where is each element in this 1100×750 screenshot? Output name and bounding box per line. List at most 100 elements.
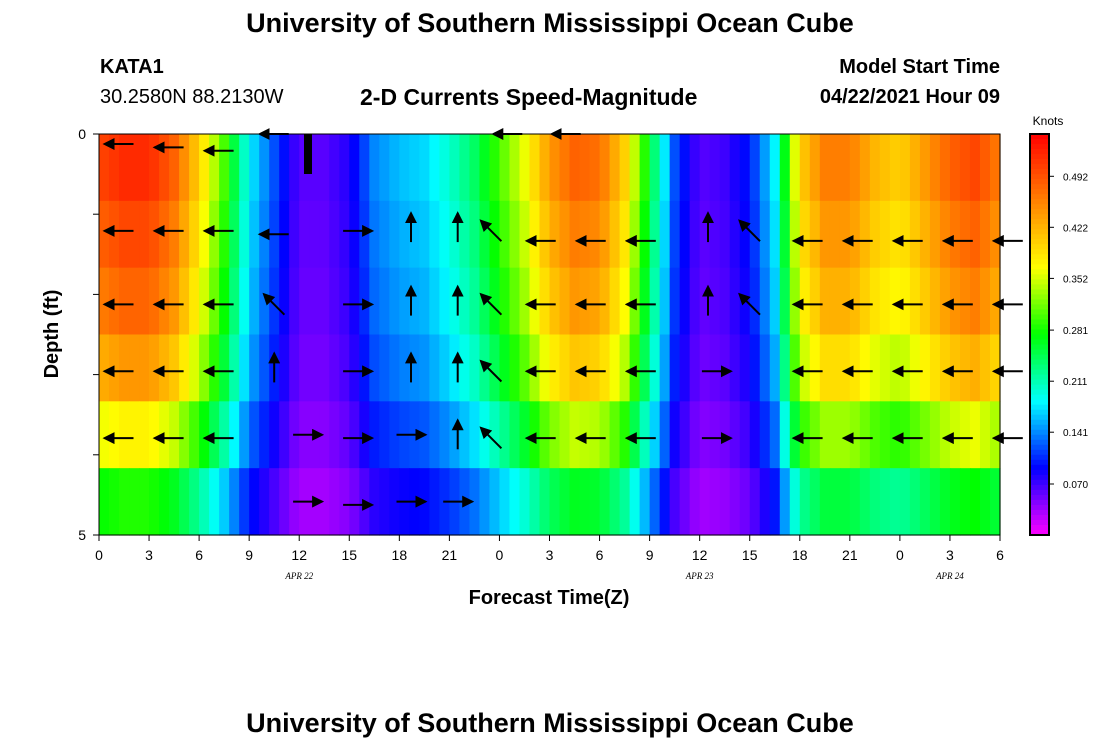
heatmap-cell	[129, 134, 140, 202]
heatmap-cell	[899, 267, 911, 336]
heatmap-cell	[99, 401, 110, 469]
heatmap-cell	[389, 134, 400, 202]
heatmap-cell	[319, 334, 330, 402]
heatmap-cell	[639, 468, 651, 536]
heatmap-cell	[789, 200, 801, 269]
heatmap-cell	[829, 468, 841, 536]
heatmap-cell	[529, 334, 541, 402]
colorbar-segment	[1030, 244, 1049, 250]
heatmap-cell	[139, 200, 150, 269]
heatmap-cell	[159, 200, 170, 269]
heatmap-cell	[969, 267, 981, 336]
heatmap-cell	[989, 401, 1001, 469]
heatmap-cell	[979, 468, 991, 536]
colorbar-segment	[1030, 214, 1049, 220]
colorbar-segment	[1030, 439, 1049, 446]
heatmap-cell	[169, 334, 180, 402]
heatmap-cell	[99, 334, 110, 402]
heatmap-cell	[809, 200, 821, 269]
heatmap-cell	[439, 334, 450, 402]
colorbar-segment	[1030, 464, 1049, 471]
heatmap-cell	[879, 134, 891, 202]
x-tick-label: 15	[742, 547, 758, 563]
heatmap-cell	[699, 134, 711, 202]
heatmap-cell	[769, 334, 781, 402]
colorbar-segment	[1030, 249, 1049, 255]
heatmap-cell	[119, 267, 130, 336]
heatmap-cell	[239, 267, 250, 336]
colorbar-segment	[1030, 499, 1049, 506]
heatmap-cell	[559, 468, 571, 536]
heatmap-cell	[899, 134, 911, 202]
colorbar-segment	[1030, 324, 1049, 331]
heatmap-cell	[529, 468, 541, 536]
heatmap-cell	[759, 134, 771, 202]
heatmap-cell	[429, 334, 440, 402]
heatmap-cell	[469, 267, 481, 336]
heatmap-cell	[879, 200, 891, 269]
heatmap-cell	[369, 401, 380, 469]
x-tick-label: 15	[341, 547, 357, 563]
heatmap-cell	[879, 267, 891, 336]
heatmap-cell	[619, 334, 631, 402]
colorbar-segment	[1030, 149, 1049, 155]
heatmap-cell	[709, 267, 721, 336]
current-vector	[479, 359, 503, 383]
speed-heatmap	[99, 134, 1001, 536]
heatmap-cell	[99, 134, 110, 202]
heatmap-cell	[309, 200, 320, 269]
heatmap-cell	[909, 401, 921, 469]
heatmap-cell	[469, 134, 481, 202]
heatmap-cell	[599, 267, 611, 336]
heatmap-cell	[239, 134, 250, 202]
heatmap-cell	[349, 401, 360, 469]
heatmap-cell	[629, 468, 641, 536]
heatmap-cell	[609, 200, 621, 269]
heatmap-cell	[669, 468, 681, 536]
heatmap-cell	[989, 468, 1001, 536]
heatmap-cell	[489, 134, 501, 202]
heatmap-cell	[279, 267, 290, 336]
heatmap-cell	[649, 267, 661, 336]
heatmap-cell	[199, 200, 210, 269]
heatmap-cell	[339, 200, 350, 269]
heatmap-cell	[709, 468, 721, 536]
heatmap-cell	[469, 401, 481, 469]
colorbar-segment	[1030, 294, 1049, 301]
heatmap-cell	[439, 267, 450, 336]
heatmap-cell	[169, 200, 180, 269]
heatmap-cell	[629, 200, 641, 269]
heatmap-cell	[349, 200, 360, 269]
heatmap-cell	[359, 468, 370, 536]
heatmap-cell	[849, 401, 861, 469]
heatmap-cell	[149, 334, 160, 402]
heatmap-cell	[519, 468, 531, 536]
heatmap-cell	[839, 401, 851, 469]
colorbar-segment	[1030, 419, 1049, 426]
colorbar-segment	[1030, 524, 1049, 531]
heatmap-cell	[369, 468, 380, 536]
heatmap-cell	[199, 401, 210, 469]
x-tick-label: 0	[896, 547, 904, 563]
heatmap-cell	[639, 134, 651, 202]
date-label: APR 23	[685, 571, 714, 581]
heatmap-cell	[229, 267, 240, 336]
colorbar-segment	[1030, 519, 1049, 526]
heatmap-cell	[439, 134, 450, 202]
colorbar-segment	[1030, 274, 1049, 280]
date-label: APR 22	[284, 571, 313, 581]
heatmap-cell	[389, 468, 400, 536]
heatmap-cell	[759, 334, 771, 402]
heatmap-cell	[419, 134, 430, 202]
heatmap-cell	[319, 134, 330, 202]
heatmap-cell	[769, 134, 781, 202]
heatmap-cell	[599, 334, 611, 402]
heatmap-cell	[169, 468, 180, 536]
heatmap-cell	[989, 134, 1001, 202]
station-coordinates: 30.2580N 88.2130W	[100, 86, 284, 108]
heatmap-cell	[119, 134, 130, 202]
colorbar-tick-label: 0.141	[1063, 428, 1088, 439]
heatmap-cell	[99, 468, 110, 536]
heatmap-cell	[699, 267, 711, 336]
colorbar-segment	[1030, 399, 1049, 406]
